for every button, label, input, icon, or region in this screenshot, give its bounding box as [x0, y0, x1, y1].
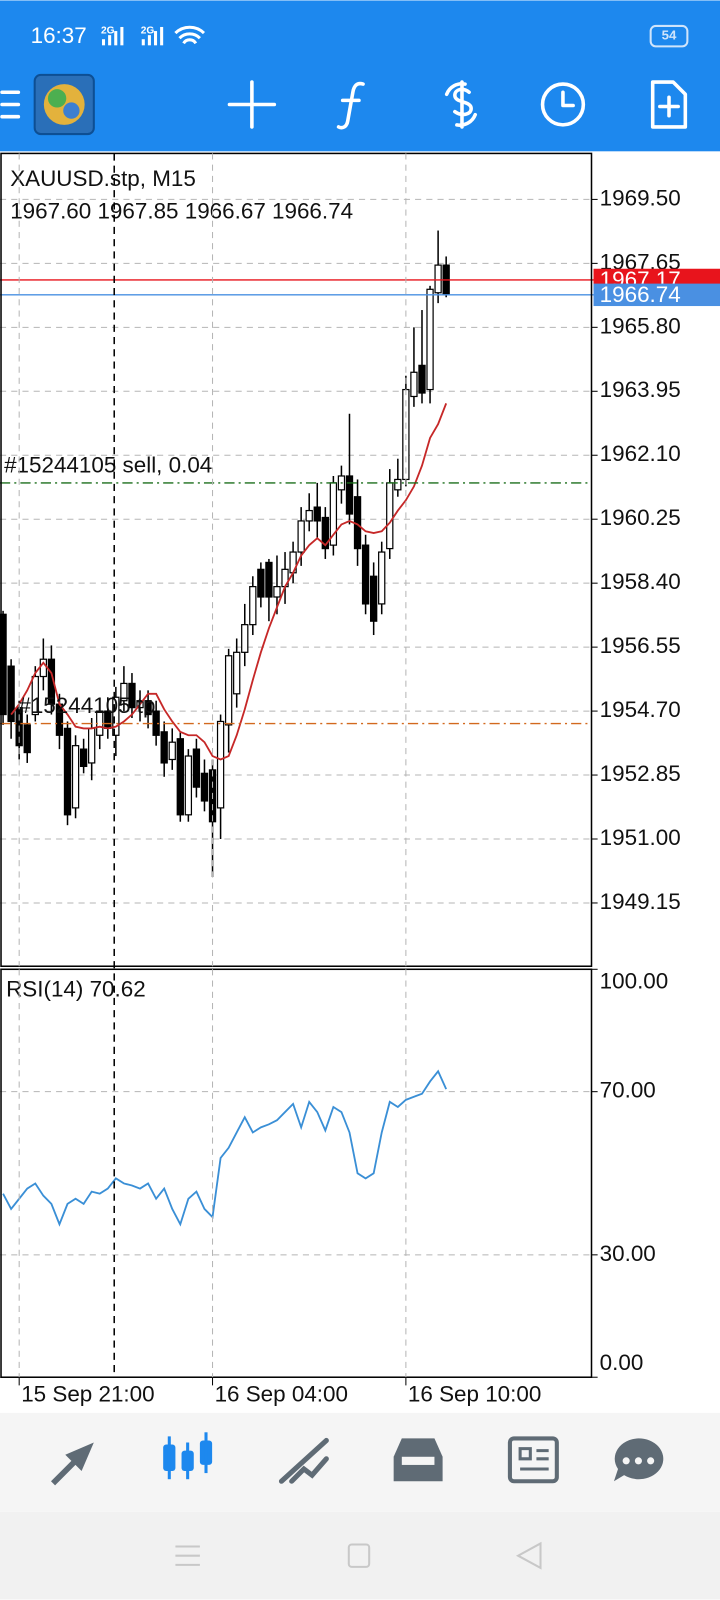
- candle-body: [0, 613, 7, 716]
- candle-body: [321, 516, 329, 550]
- signal-icons: 2G 2G: [101, 26, 206, 46]
- app-bar: [0, 0, 720, 152]
- candle-body: [434, 264, 442, 294]
- candle-body: [63, 727, 72, 816]
- price-tag-label: 1966.74: [600, 282, 681, 307]
- x-tick-label: 16 Sep 04:00: [215, 1382, 348, 1407]
- chart-title: XAUUSD.stp, M15: [10, 166, 196, 191]
- system-nav: [0, 1511, 720, 1600]
- y-tick-label: 1958.40: [600, 569, 681, 594]
- signal-label: 2G: [141, 26, 155, 37]
- candle-body: [184, 755, 193, 816]
- candle-body: [249, 586, 257, 626]
- history-button[interactable]: [540, 82, 586, 127]
- y-tick-label: 100.00: [600, 968, 669, 993]
- chart-background: [0, 151, 720, 1413]
- y-tick-label: 1954.70: [600, 697, 681, 722]
- candle-body: [233, 651, 241, 695]
- y-tick-label: 1952.85: [600, 761, 681, 786]
- candle-body: [23, 724, 31, 754]
- pane-border: [0, 152, 593, 967]
- candle-body: [192, 748, 201, 788]
- candle-body: [128, 682, 136, 709]
- y-tick-label: 1951.00: [600, 825, 681, 850]
- candle-body: [31, 675, 39, 716]
- trade-button[interactable]: [444, 80, 478, 129]
- app-logo[interactable]: [33, 73, 95, 136]
- x-tick-label: 16 Sep 10:00: [408, 1382, 541, 1407]
- candle-body: [224, 655, 233, 726]
- system-back[interactable]: [515, 1541, 542, 1570]
- candle-body: [369, 575, 378, 622]
- chart-tab[interactable]: [163, 1432, 213, 1480]
- crosshair-button[interactable]: [227, 80, 277, 129]
- candle-body: [418, 364, 426, 394]
- y-tick-label: 1962.10: [600, 441, 681, 466]
- y-tick-label: 1963.95: [600, 377, 681, 402]
- history-tab[interactable]: [393, 1438, 443, 1482]
- level-label: #15244105 sell, 0.04: [4, 453, 212, 478]
- candle-body: [265, 561, 273, 598]
- chat-tab[interactable]: [613, 1438, 664, 1482]
- candle-body: [176, 738, 184, 816]
- candle-body: [273, 586, 281, 598]
- candle-body: [361, 544, 370, 605]
- candle-body: [216, 720, 225, 809]
- chart-area: 1969.501967.651965.801963.951962.101960.…: [0, 151, 720, 1413]
- candle-body: [168, 741, 176, 761]
- candle-body: [426, 288, 434, 391]
- y-tick-label: 70.00: [600, 1078, 656, 1103]
- pane-border: [0, 968, 593, 1378]
- y-tick-label: 1960.25: [600, 505, 681, 530]
- candle-body: [160, 731, 168, 764]
- y-tick-label: 1965.80: [600, 313, 681, 338]
- chart-subtitle: 1967.60 1967.85 1966.67 1966.74: [10, 198, 353, 223]
- bottom-nav: [0, 1412, 720, 1512]
- candle-body: [120, 682, 128, 702]
- y-tick-label: 30.00: [600, 1241, 656, 1266]
- candle-body: [297, 520, 305, 553]
- news-tab[interactable]: [507, 1436, 559, 1484]
- status-time: 16:37: [31, 23, 87, 48]
- moving-average: [10, 403, 448, 761]
- trade-tab[interactable]: [278, 1437, 329, 1484]
- indicators-button[interactable]: [336, 81, 365, 130]
- candle-body: [79, 748, 88, 768]
- candle-body: [386, 482, 394, 550]
- y-tick-label: 1949.15: [600, 889, 681, 914]
- y-tick-label: 1969.50: [600, 185, 681, 210]
- candle-body: [345, 475, 354, 515]
- candle-body: [112, 696, 120, 736]
- new-order-button[interactable]: [650, 80, 688, 129]
- candle-body: [305, 509, 313, 522]
- candle-body: [152, 710, 160, 736]
- battery: [649, 24, 689, 48]
- level-label: #15244105 tp: [18, 693, 155, 718]
- candle-body: [241, 624, 249, 653]
- rsi-line: [2, 1069, 448, 1227]
- indicator-title: RSI(14) 70.62: [6, 977, 146, 1002]
- candle-body: [71, 745, 80, 809]
- system-home[interactable]: [347, 1543, 371, 1568]
- candle-body: [257, 568, 265, 598]
- candle-body: [88, 727, 96, 764]
- candle-body: [144, 700, 152, 716]
- candle-body: [7, 665, 15, 723]
- y-tick-label: 1956.55: [600, 633, 681, 658]
- candle-body: [200, 772, 209, 802]
- candle-body: [313, 506, 321, 522]
- price-tag: [593, 283, 720, 307]
- quotes-tab[interactable]: [50, 1442, 94, 1486]
- system-menu[interactable]: [175, 1545, 200, 1566]
- candle-body: [394, 478, 402, 491]
- y-tick-label: 0.00: [600, 1350, 644, 1375]
- candle-body: [410, 371, 418, 398]
- battery-level: 54: [662, 28, 677, 43]
- signal-label: 2G: [101, 26, 115, 37]
- menu-button[interactable]: [0, 90, 21, 119]
- x-tick-label: 15 Sep 21:00: [21, 1382, 154, 1407]
- candle-body: [378, 551, 386, 605]
